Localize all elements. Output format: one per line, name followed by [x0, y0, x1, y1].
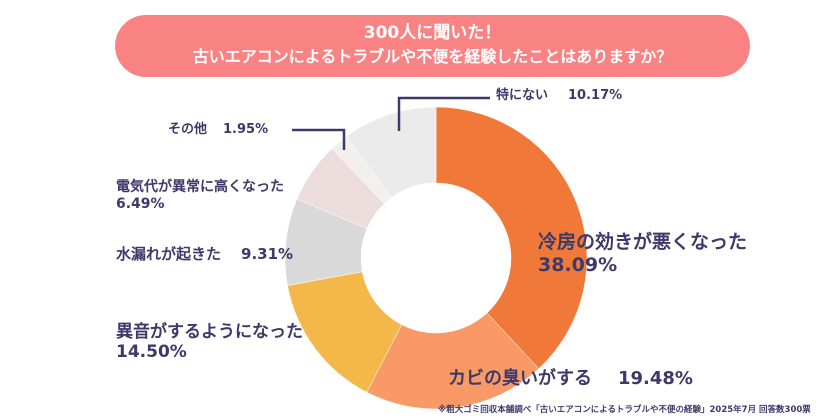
label-electricity-name: 電気代が異常に高くなった — [116, 179, 284, 195]
donut-slice-6 — [345, 106, 437, 199]
label-cooling-value: 38.09% — [538, 253, 618, 276]
leader-line-other — [292, 128, 346, 150]
label-cooling: 冷房の効きが悪くなった 38.09% — [538, 231, 747, 277]
label-none-value: 10.17% — [568, 88, 623, 103]
chart-subtitle: 古いエアコンによるトラブルや不便を経験したことはありますか？ — [192, 47, 673, 66]
label-electricity-value: 6.49% — [116, 195, 165, 212]
label-cooling-name: 冷房の効きが悪くなった — [538, 231, 748, 253]
label-other-value: 1.95% — [223, 122, 269, 137]
label-mold-name: カビの臭いがする — [448, 368, 592, 389]
label-mold: カビの臭いがする 19.48% — [448, 368, 693, 390]
donut-slice-0 — [435, 106, 588, 370]
label-leak-value: 9.31% — [241, 245, 294, 263]
label-none-name: 特にない — [496, 88, 549, 103]
label-noise-name: 異音がするようになった — [116, 322, 303, 342]
label-leak: 水漏れが起きた 9.31% — [116, 245, 293, 263]
leader-line-none — [397, 96, 490, 131]
label-leak-name: 水漏れが起きた — [116, 245, 222, 263]
label-electricity: 電気代が異常に高くなった 6.49% — [116, 179, 284, 213]
label-none: 特にない 10.17% — [496, 88, 622, 104]
label-noise-value: 14.50% — [116, 342, 187, 363]
label-other-name: その他 — [168, 122, 208, 137]
title-banner: 300人に聞いた！ 古いエアコンによるトラブルや不便を経験したことはありますか？ — [115, 15, 750, 77]
donut-slice-1 — [366, 312, 540, 410]
label-other: その他 1.95% — [168, 122, 268, 138]
label-noise: 異音がするようになった 14.50% — [116, 322, 303, 363]
chart-title: 300人に聞いた！ — [363, 23, 502, 43]
label-mold-value: 19.48% — [618, 368, 693, 389]
footnote: ※粗大ゴミ回収本舗調べ「古いエアコンによるトラブルや不便の経験」2025年7月 … — [438, 405, 811, 415]
